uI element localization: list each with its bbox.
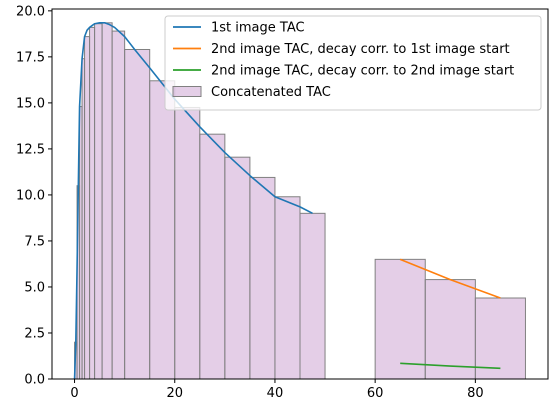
bar-13	[224, 156, 251, 380]
legend-box	[164, 15, 542, 111]
series-line-1	[399, 258, 501, 299]
axes-frame	[51, 8, 549, 380]
bar-10	[149, 80, 176, 380]
y-tick-label-4: 10.0	[16, 188, 45, 203]
legend-label-3: Concatenated TAC	[211, 85, 331, 100]
y-tick-label-8: 20.0	[16, 4, 45, 19]
y-tick-label-2: 5.0	[24, 280, 45, 295]
x-tick-label-0: 0	[70, 386, 78, 401]
bars-layer	[74, 22, 526, 380]
legend-swatch-3	[172, 86, 202, 97]
bar-4	[84, 36, 91, 380]
bar-11	[174, 106, 201, 380]
y-tick-label-5: 12.5	[16, 142, 45, 157]
bar-12	[199, 133, 226, 380]
bar-17	[374, 258, 426, 380]
series-line-2	[400, 362, 501, 370]
series-line-0	[73, 22, 313, 380]
bar-19	[474, 297, 526, 380]
legend: 1st image TAC 2nd image TAC, decay corr. …	[164, 15, 542, 111]
y-tick-label-7: 17.5	[16, 50, 45, 65]
y-axis: 0.0 2.5 5.0 7.5 10.0 12.5 15.0 17.5 20.0	[16, 4, 52, 388]
x-tick-label-4: 80	[467, 386, 484, 401]
y-tick-label-1: 2.5	[24, 326, 45, 341]
bar-16	[299, 212, 326, 380]
bar-6	[94, 23, 103, 380]
x-tick-label-2: 40	[267, 386, 284, 401]
lines-layer	[73, 22, 501, 380]
bar-15	[274, 196, 301, 380]
y-tick-label-3: 7.5	[24, 234, 45, 249]
bar-5	[89, 26, 96, 380]
bar-8	[111, 30, 126, 380]
y-tick-label-6: 15.0	[16, 96, 45, 111]
x-tick-label-1: 20	[166, 386, 183, 401]
legend-label-0: 1st image TAC	[211, 21, 305, 36]
legend-label-2: 2nd image TAC, decay corr. to 2nd image …	[211, 64, 514, 79]
plot-area	[51, 8, 549, 380]
bar-7	[101, 22, 113, 380]
bar-14	[249, 176, 276, 380]
y-tick-label-0: 0.0	[24, 373, 45, 388]
bar-9	[124, 48, 151, 380]
bar-18	[424, 279, 476, 380]
x-tick-label-3: 60	[367, 386, 384, 401]
x-axis: 0 20 40 60 80	[70, 379, 484, 401]
legend-label-1: 2nd image TAC, decay corr. to 1st image …	[211, 42, 510, 57]
